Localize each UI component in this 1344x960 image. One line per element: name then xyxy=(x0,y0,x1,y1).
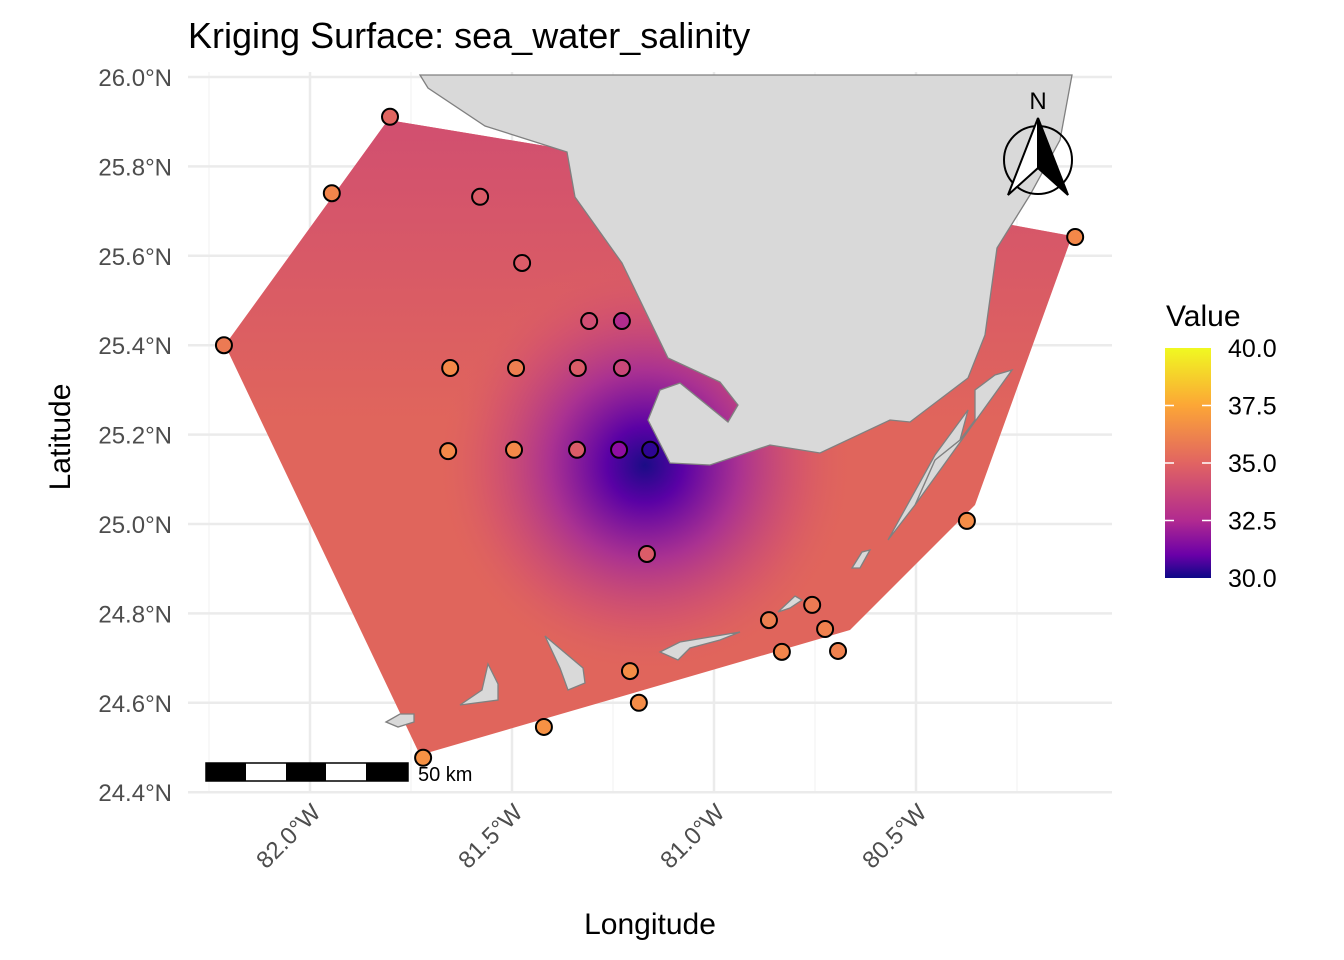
sample-point xyxy=(322,184,341,203)
island xyxy=(658,631,741,661)
sample-point xyxy=(534,717,553,736)
sample-point xyxy=(580,312,599,331)
legend-tick-label: 35.0 xyxy=(1228,450,1277,478)
sample-point xyxy=(772,642,791,661)
y-tick-label: 24.8°N xyxy=(98,601,172,628)
x-tick-label: 80.5°W xyxy=(857,799,932,874)
island xyxy=(777,595,804,613)
island xyxy=(384,713,415,728)
island xyxy=(459,662,499,706)
y-tick-label: 25.8°N xyxy=(98,154,172,181)
sample-point xyxy=(380,107,399,126)
scale-bar-label: 50 km xyxy=(418,764,472,786)
sample-point xyxy=(610,440,629,459)
sample-point xyxy=(505,440,524,459)
north-arrow: N xyxy=(1003,88,1073,196)
sample-point xyxy=(816,620,835,639)
sample-point xyxy=(214,336,233,355)
sample-point xyxy=(471,187,490,206)
x-tick-label: 81.5°W xyxy=(453,799,528,874)
sample-point xyxy=(829,641,848,660)
y-tick-label: 24.4°N xyxy=(98,780,172,807)
y-tick-label: 25.4°N xyxy=(98,333,172,360)
sample-point xyxy=(629,693,648,712)
island xyxy=(850,549,872,569)
sample-point xyxy=(803,595,822,614)
island xyxy=(887,409,969,541)
sample-point xyxy=(507,358,526,377)
y-tick-label: 24.6°N xyxy=(98,691,172,718)
y-tick-label: 25.0°N xyxy=(98,512,172,539)
mainland-florida xyxy=(418,74,1073,466)
legend-tick-label: 40.0 xyxy=(1228,335,1277,363)
legend-tick-label: 30.0 xyxy=(1228,565,1277,593)
sample-point xyxy=(612,358,631,377)
scale-bar: 50 km xyxy=(205,762,472,786)
sample-point xyxy=(641,440,660,459)
land xyxy=(384,74,1073,728)
x-tick-label: 82.0°W xyxy=(251,799,326,874)
y-tick-label: 25.6°N xyxy=(98,244,172,271)
legend-title: Value xyxy=(1166,300,1241,333)
sample-point xyxy=(620,662,639,681)
island xyxy=(544,635,586,691)
legend: Value 40.0 37.5 35.0 32.5 30.0 xyxy=(1165,300,1277,593)
legend-tick-label: 37.5 xyxy=(1228,393,1277,421)
sample-point xyxy=(759,611,778,630)
sample-point xyxy=(441,358,460,377)
sample-point xyxy=(513,253,532,272)
north-arrow-right-icon xyxy=(1037,117,1069,196)
sample-points xyxy=(214,107,1085,767)
sample-point xyxy=(568,440,587,459)
x-axis-label: Longitude xyxy=(584,908,716,941)
sample-point xyxy=(612,312,631,331)
sample-point xyxy=(1066,228,1085,247)
legend-tick-label: 32.5 xyxy=(1228,508,1277,536)
chart-title: Kriging Surface: sea_water_salinity xyxy=(188,15,750,56)
north-arrow-label: N xyxy=(1029,88,1046,115)
sample-point xyxy=(568,358,587,377)
x-tick-label: 81.0°W xyxy=(655,799,730,874)
sample-point xyxy=(957,511,976,530)
y-tick-label: 25.2°N xyxy=(98,423,172,450)
sample-point xyxy=(439,442,458,461)
sample-point xyxy=(637,544,656,563)
sample-point xyxy=(414,748,433,767)
y-axis-label: Latitude xyxy=(44,384,77,491)
y-tick-label: 26.0°N xyxy=(98,65,172,92)
